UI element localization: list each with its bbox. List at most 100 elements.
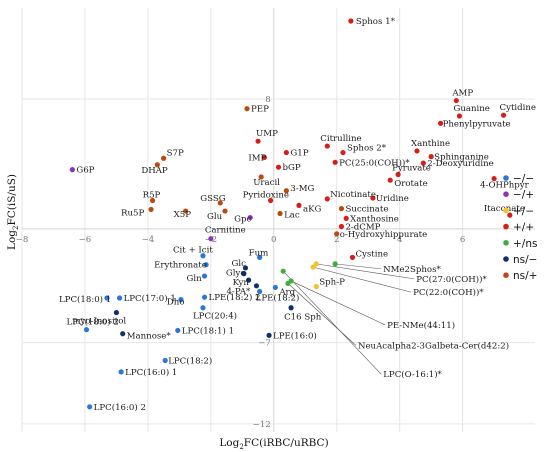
legend-marker xyxy=(503,240,509,246)
point-label: Uracil xyxy=(253,178,280,188)
legend-marker xyxy=(503,175,509,181)
data-point xyxy=(257,254,263,260)
point-label: LPC(O-16:1)* xyxy=(383,369,442,380)
point-labels: Sphos 1* AMP Cytidine Guanine Phenylpyruvate… xyxy=(59,17,536,413)
point-label: DHAP xyxy=(141,166,168,176)
data-point xyxy=(242,265,249,271)
point-label: myo-Inositol xyxy=(72,317,126,327)
legend-label: −/+ xyxy=(513,189,534,201)
data-point xyxy=(272,284,278,291)
point-label: Glc xyxy=(231,259,246,269)
point-label: R5P xyxy=(143,191,161,201)
data-point xyxy=(296,202,302,208)
data-points xyxy=(69,18,513,410)
point-label: Gpc xyxy=(234,215,251,225)
legend-marker xyxy=(503,256,509,262)
point-label: Dho xyxy=(167,298,185,308)
data-point xyxy=(247,214,253,221)
point-label: Gln xyxy=(187,274,203,284)
point-label: AMP xyxy=(451,89,473,99)
point-label: LPE(18:2) xyxy=(256,292,300,303)
data-point xyxy=(387,177,393,183)
legend-label: −/− xyxy=(513,173,534,185)
point-label: Fum xyxy=(249,248,269,258)
point-label: Pyridoxine xyxy=(243,191,289,201)
point-label: Orotate xyxy=(394,179,427,189)
leader-line xyxy=(287,283,357,346)
data-point xyxy=(313,284,319,290)
x-tick-label: 6 xyxy=(460,235,465,245)
point-label: UMP xyxy=(256,129,278,139)
data-point xyxy=(437,120,444,126)
point-label: LPC(16:0) 1 xyxy=(125,367,177,378)
point-label: PE-NMe(44:11) xyxy=(387,320,455,331)
point-label: aKG xyxy=(303,204,322,214)
leader-line xyxy=(316,263,415,280)
data-point xyxy=(338,223,345,230)
data-point xyxy=(69,167,75,173)
data-point xyxy=(178,297,184,303)
leader-line xyxy=(283,270,382,375)
point-label: Guanine xyxy=(453,104,489,114)
point-label: Glyc xyxy=(226,269,245,279)
data-point xyxy=(148,206,154,213)
grid xyxy=(21,8,535,432)
point-label: o-Hydroxyhippurate xyxy=(340,230,428,240)
x-tick-label: −6 xyxy=(79,235,92,245)
point-label: Lac xyxy=(284,211,300,221)
data-point xyxy=(500,112,507,118)
legend-marker xyxy=(503,207,509,214)
point-label: GSSG xyxy=(200,194,225,204)
data-point xyxy=(348,18,354,24)
point-label: LPC(18:2) xyxy=(168,356,212,367)
data-point xyxy=(268,197,274,204)
point-label: X5P xyxy=(174,210,192,220)
data-point xyxy=(257,288,263,295)
y-tick-label: −12 xyxy=(253,420,271,430)
point-label: Sph-P xyxy=(319,278,345,288)
legend-label: ns/− xyxy=(513,254,537,266)
data-point xyxy=(395,171,401,178)
point-label: Glu xyxy=(207,212,223,222)
data-point xyxy=(332,159,338,165)
point-label: S7P xyxy=(167,148,184,158)
data-point xyxy=(175,327,181,334)
point-label: LPC(20:4) xyxy=(193,311,237,322)
point-label: Xanthosine xyxy=(350,214,399,224)
legend-marker xyxy=(503,272,509,279)
x-tick-label: 0 xyxy=(271,235,276,245)
data-point xyxy=(313,261,319,267)
data-point xyxy=(150,197,156,204)
data-point xyxy=(83,327,90,333)
data-point xyxy=(507,212,513,218)
point-label: Nicotinate xyxy=(330,190,376,200)
point-label: 2-Deoxyuridine xyxy=(427,159,493,169)
point-label: C16 Sph xyxy=(284,313,322,323)
legend-label: ns/+ xyxy=(513,270,537,282)
data-point xyxy=(332,261,338,267)
point-label: LPC(18:0) 2 xyxy=(67,317,119,328)
y-axis-title: Log2FC(iS/uS) xyxy=(6,174,20,250)
data-point xyxy=(261,154,267,161)
data-point xyxy=(241,271,247,277)
data-point xyxy=(453,97,459,104)
data-point xyxy=(183,208,189,214)
point-label: Pyruvate xyxy=(392,164,431,174)
leader-line xyxy=(313,266,412,293)
point-label: Mannose* xyxy=(127,332,172,342)
point-label: Uridine xyxy=(376,194,409,204)
leader-line xyxy=(290,280,386,326)
point-label: Sphos 1* xyxy=(356,17,396,27)
data-point xyxy=(338,206,345,212)
point-label: LPC(16:0) 2 xyxy=(94,402,146,413)
point-label: G1P xyxy=(290,149,308,159)
point-label: PC(22:0(COH))* xyxy=(413,287,484,298)
data-point xyxy=(244,106,250,112)
data-point xyxy=(201,294,208,300)
legend-marker xyxy=(503,223,509,230)
leader-lines xyxy=(283,263,415,375)
point-label: Sphinganine xyxy=(434,153,489,163)
point-label: Xanthine xyxy=(411,139,450,149)
data-point xyxy=(253,283,260,289)
point-label: Sphos 2* xyxy=(347,144,387,154)
